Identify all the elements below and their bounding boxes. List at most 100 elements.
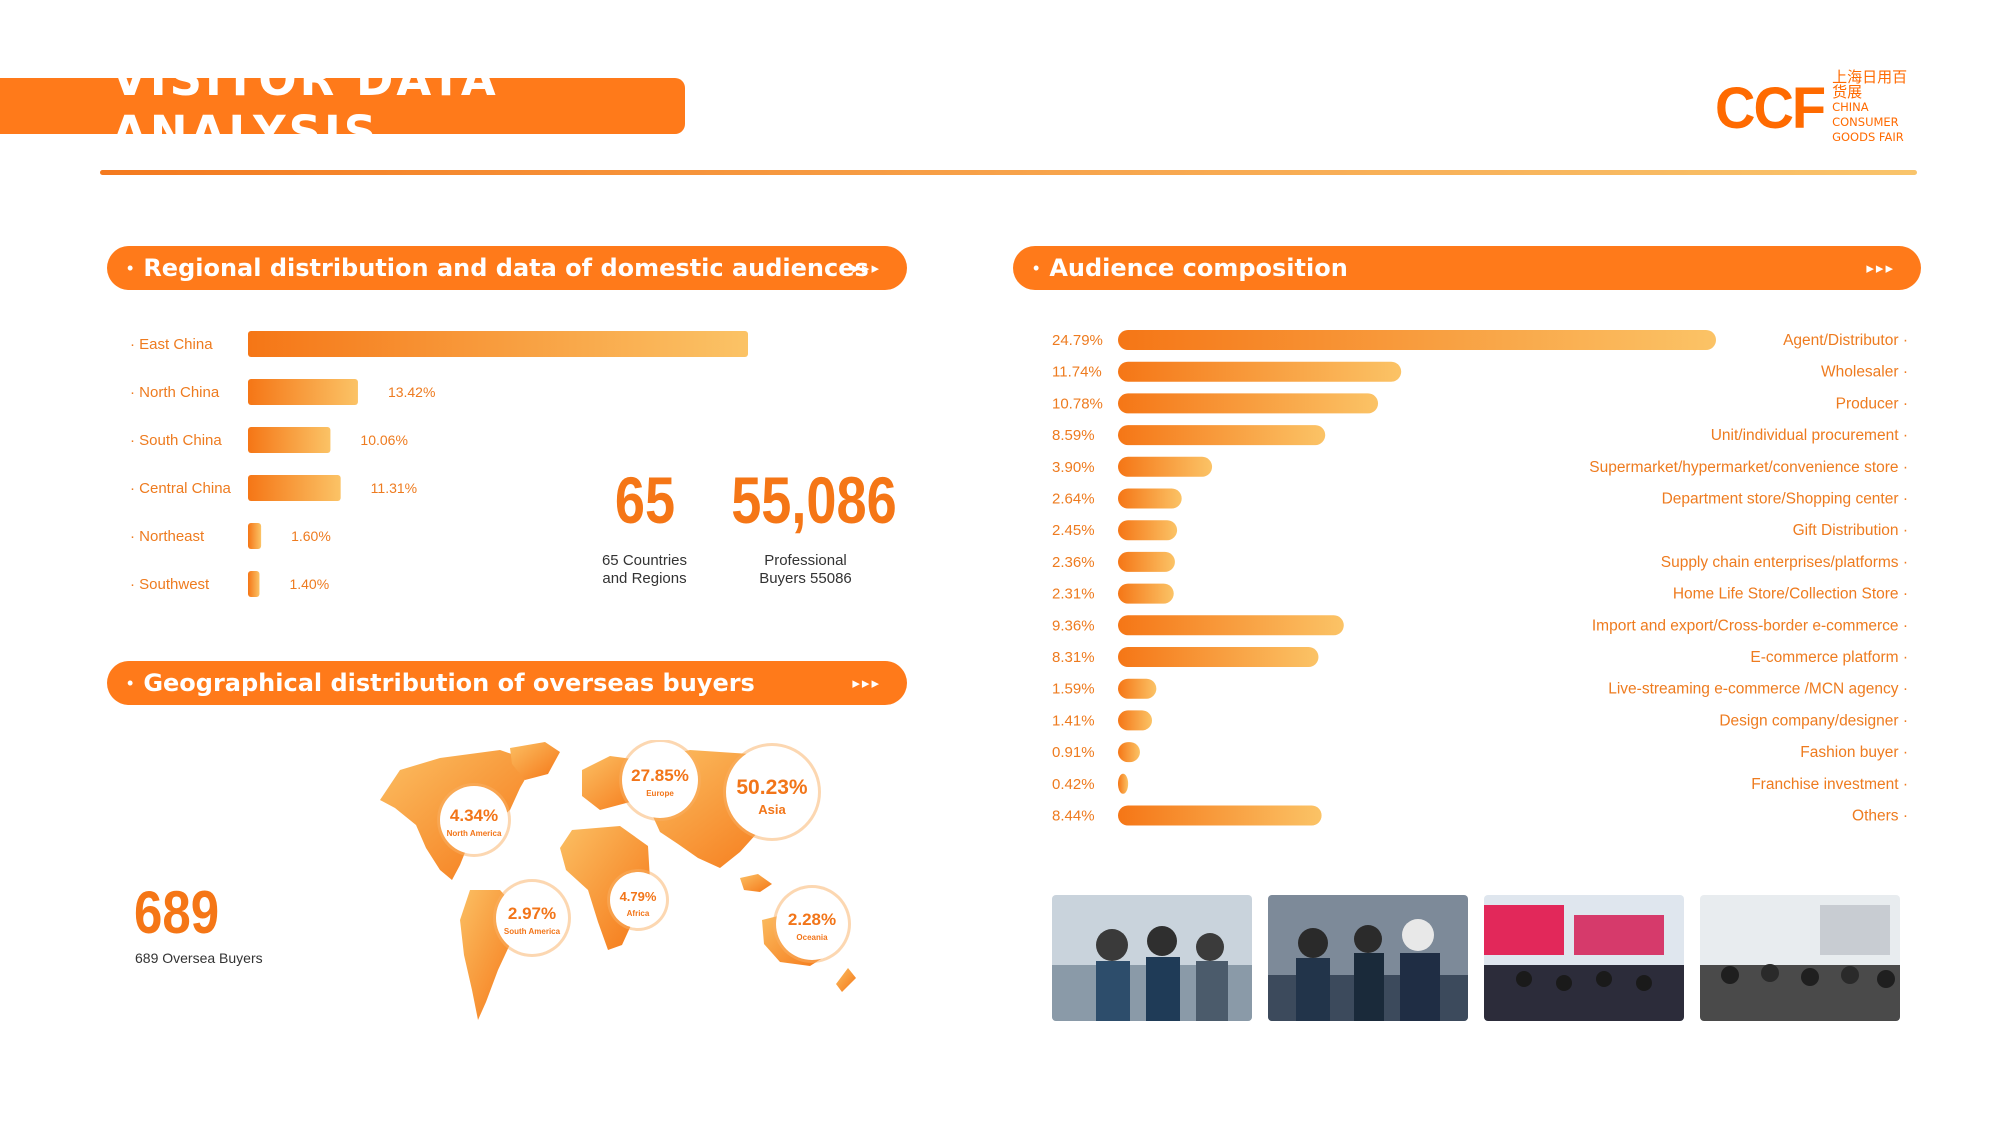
region-name: Oceania <box>796 933 828 942</box>
logo-english-line1: CHINA CONSUMER <box>1832 99 1899 129</box>
audience-value-label: 2.31% <box>1052 586 1095 603</box>
countries-caption: 65 Countries and Regions <box>572 552 717 588</box>
page-title: VISITOR DATA ANALYSIS <box>112 53 499 159</box>
title-divider <box>100 170 1917 175</box>
regional-bar <box>248 427 331 453</box>
audience-bar <box>1118 710 1153 731</box>
audience-value-label: 10.78% <box>1052 395 1103 412</box>
audience-bar-chart: 24.79% Agent/Distributor · 11.74% Wholesale… <box>1052 330 1908 826</box>
audience-category-label: E-commerce platform · <box>1750 649 1908 666</box>
audience-value-label: 11.74% <box>1052 364 1102 381</box>
buyers-caption: Professional Buyers 55086 <box>733 552 878 588</box>
audience-bar <box>1118 361 1402 382</box>
audience-category-label: Supply chain enterprises/platforms · <box>1661 554 1908 571</box>
regional-category-label: · South China <box>130 432 222 449</box>
logo-english-line2: GOODS FAIR <box>1832 129 1904 144</box>
audience-category-label: Home Life Store/Collection Store · <box>1673 586 1908 603</box>
map-region-bubble: 27.85% Europe <box>619 740 701 821</box>
audience-value-label: 1.59% <box>1052 681 1095 698</box>
regional-bar <box>248 331 748 357</box>
audience-category-label: Others · <box>1852 808 1908 825</box>
regional-value-label: 1.60% <box>291 528 331 544</box>
photo-crowd <box>1700 895 1900 1021</box>
audience-section-header: • Audience composition ▸▸▸ <box>1013 246 1921 290</box>
regional-bar <box>248 475 341 501</box>
audience-value-label: 0.91% <box>1052 744 1095 761</box>
photo-visitors-2 <box>1268 895 1468 1021</box>
region-name: North America <box>447 829 502 838</box>
region-percent: 50.23% <box>736 776 808 799</box>
audience-section-title: Audience composition <box>1049 254 1348 282</box>
regional-category-label: · Central China <box>130 480 232 497</box>
audience-bar <box>1118 551 1175 572</box>
audience-category-label: Fashion buyer · <box>1800 744 1908 761</box>
logo-chinese-name: 上海日用百货展 <box>1832 67 1908 101</box>
audience-bar <box>1118 742 1140 763</box>
regional-value-label: 10.06% <box>360 432 407 448</box>
logo-text: 上海日用百货展 CHINA CONSUMER GOODS FAIR <box>1832 67 1920 145</box>
region-name: Asia <box>758 802 786 817</box>
audience-category-label: Wholesaler · <box>1821 364 1908 381</box>
page-title-banner: VISITOR DATA ANALYSIS <box>0 53 685 159</box>
region-name: Africa <box>627 909 650 918</box>
ccf-logo: CCF 上海日用百货展 CHINA CONSUMER GOODS FAIR <box>1715 69 1920 144</box>
audience-value-label: 8.31% <box>1052 649 1095 666</box>
audience-category-label: Import and export/Cross-border e-commerc… <box>1592 617 1908 634</box>
audience-category-label: Department store/Shopping center · <box>1662 491 1908 508</box>
countries-count: 65 <box>614 463 676 537</box>
regional-bar <box>248 379 358 405</box>
regional-section-title: Regional distribution and data of domest… <box>143 254 869 282</box>
regional-value-label: 1.40% <box>289 576 329 592</box>
audience-bar <box>1118 583 1174 604</box>
buyers-caption-line1: Professional <box>764 552 847 569</box>
regional-value-label: 11.31% <box>371 480 417 496</box>
bullet-icon: • <box>127 257 134 278</box>
regional-section-header: • Regional distribution and data of dome… <box>107 246 907 290</box>
bullet-icon: • <box>127 672 134 693</box>
audience-category-label: Live-streaming e-commerce /MCN agency · <box>1608 681 1908 698</box>
audience-category-label: Design company/designer · <box>1719 712 1908 729</box>
countries-caption-line2: and Regions <box>602 570 687 587</box>
buyers-count: 55,086 <box>731 463 897 537</box>
regional-value-label: 13.42% <box>388 384 435 400</box>
region-percent: 4.34% <box>450 806 498 825</box>
audience-bar <box>1118 456 1213 477</box>
countries-caption-line1: 65 Countries <box>601 552 688 569</box>
overseas-buyers-count: 689 <box>134 879 220 946</box>
region-name: Europe <box>646 789 674 798</box>
audience-value-label: 3.90% <box>1052 459 1095 476</box>
audience-category-label: Agent/Distributor · <box>1783 332 1908 349</box>
region-percent: 4.79% <box>620 889 657 904</box>
audience-bar <box>1118 615 1344 636</box>
audience-category-label: Gift Distribution · <box>1793 522 1908 539</box>
regional-category-label: · East China <box>130 336 213 353</box>
logo-mark: CCF <box>1715 73 1826 141</box>
regional-category-label: · North China <box>130 384 220 401</box>
arrows-icon: ▸▸▸ <box>1866 260 1895 277</box>
audience-value-label: 2.36% <box>1052 554 1095 571</box>
photo-visitors-1 <box>1052 895 1252 1021</box>
arrows-icon: ▸▸▸ <box>852 260 881 277</box>
overseas-section-header: • Geographical distribution of overseas … <box>107 661 907 705</box>
map-region-bubble: 2.97% South America <box>493 879 571 957</box>
audience-category-label: Franchise investment · <box>1751 776 1908 793</box>
world-map-icon: 4.34% North America 27.85% Europe 50.23% Asia… <box>380 740 856 1020</box>
audience-category-label: Producer · <box>1836 395 1908 412</box>
arrows-icon: ▸▸▸ <box>852 675 881 692</box>
region-percent: 2.28% <box>788 910 836 929</box>
photo-strip <box>1052 895 1900 1021</box>
buyers-caption-line2: Buyers 55086 <box>759 570 852 587</box>
audience-value-label: 9.36% <box>1052 617 1095 634</box>
audience-value-label: 2.45% <box>1052 522 1095 539</box>
audience-bar <box>1118 805 1322 826</box>
bullet-icon: • <box>1033 257 1040 278</box>
audience-bar <box>1118 647 1319 667</box>
photo-exhibition-hall <box>1484 895 1684 1021</box>
region-percent: 27.85% <box>631 766 689 785</box>
overseas-section-title: Geographical distribution of overseas bu… <box>143 669 755 697</box>
audience-category-label: Unit/individual procurement · <box>1711 427 1908 444</box>
map-region-bubble: 50.23% Asia <box>723 743 821 841</box>
audience-bar <box>1118 678 1157 699</box>
audience-bar <box>1118 393 1379 414</box>
